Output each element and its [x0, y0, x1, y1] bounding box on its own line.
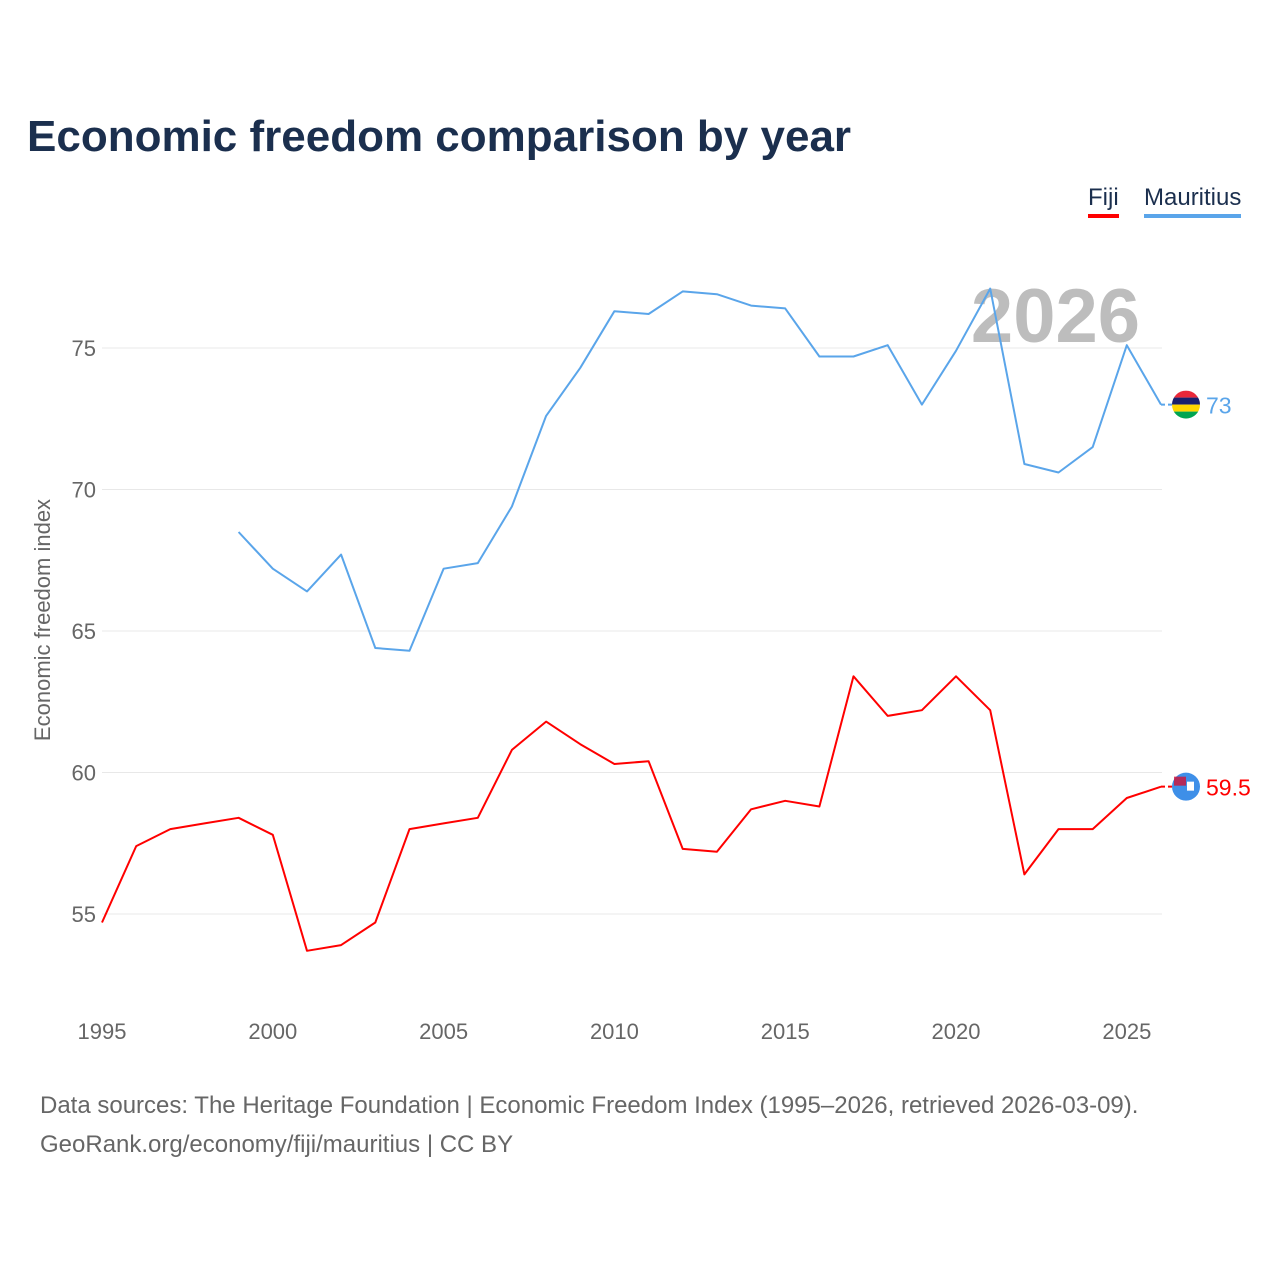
source-link[interactable]: GeoRank.org/economy/fiji/mauritius | CC …: [40, 1131, 514, 1158]
x-tick-label: 2010: [590, 1019, 639, 1044]
legend-item-fiji[interactable]: Fiji: [1088, 184, 1119, 218]
flag-stripe: [1172, 397, 1200, 405]
x-tick-label: 2015: [761, 1019, 810, 1044]
end-value-label-fiji: 59.5: [1206, 775, 1251, 801]
fiji-flag-shield: [1187, 781, 1194, 791]
x-tick-label: 2005: [419, 1019, 468, 1044]
flag-stripe: [1172, 390, 1200, 398]
end-value-label-mauritius: 73: [1206, 393, 1232, 419]
x-tick-label: 2025: [1102, 1019, 1151, 1044]
legend-item-mauritius[interactable]: Mauritius: [1144, 184, 1242, 218]
year-watermark: 2026: [971, 274, 1140, 359]
x-tick-label: 2020: [932, 1019, 981, 1044]
fiji-flag-union: [1174, 776, 1186, 786]
y-tick-label: 60: [72, 761, 96, 786]
y-axis-label: Economic freedom index: [30, 499, 55, 741]
flag-stripe: [1172, 404, 1200, 412]
data-source-text: Data sources: The Heritage Foundation | …: [40, 1092, 1139, 1119]
y-tick-label: 70: [72, 478, 96, 503]
series-line-mauritius: [237, 287, 1162, 652]
chart-title: Economic freedom comparison by year: [27, 112, 852, 161]
x-tick-label: 2000: [248, 1019, 297, 1044]
y-tick-label: 55: [72, 902, 96, 927]
mauritius-flag-icon: [1172, 390, 1200, 419]
footer: Data sources: The Heritage Foundation | …: [40, 1086, 1138, 1164]
y-tick-label: 75: [72, 336, 96, 361]
series-line-fiji: [101, 675, 1162, 952]
x-tick-label: 1995: [78, 1019, 127, 1044]
flag-stripe: [1172, 411, 1200, 419]
y-tick-label: 65: [72, 619, 96, 644]
